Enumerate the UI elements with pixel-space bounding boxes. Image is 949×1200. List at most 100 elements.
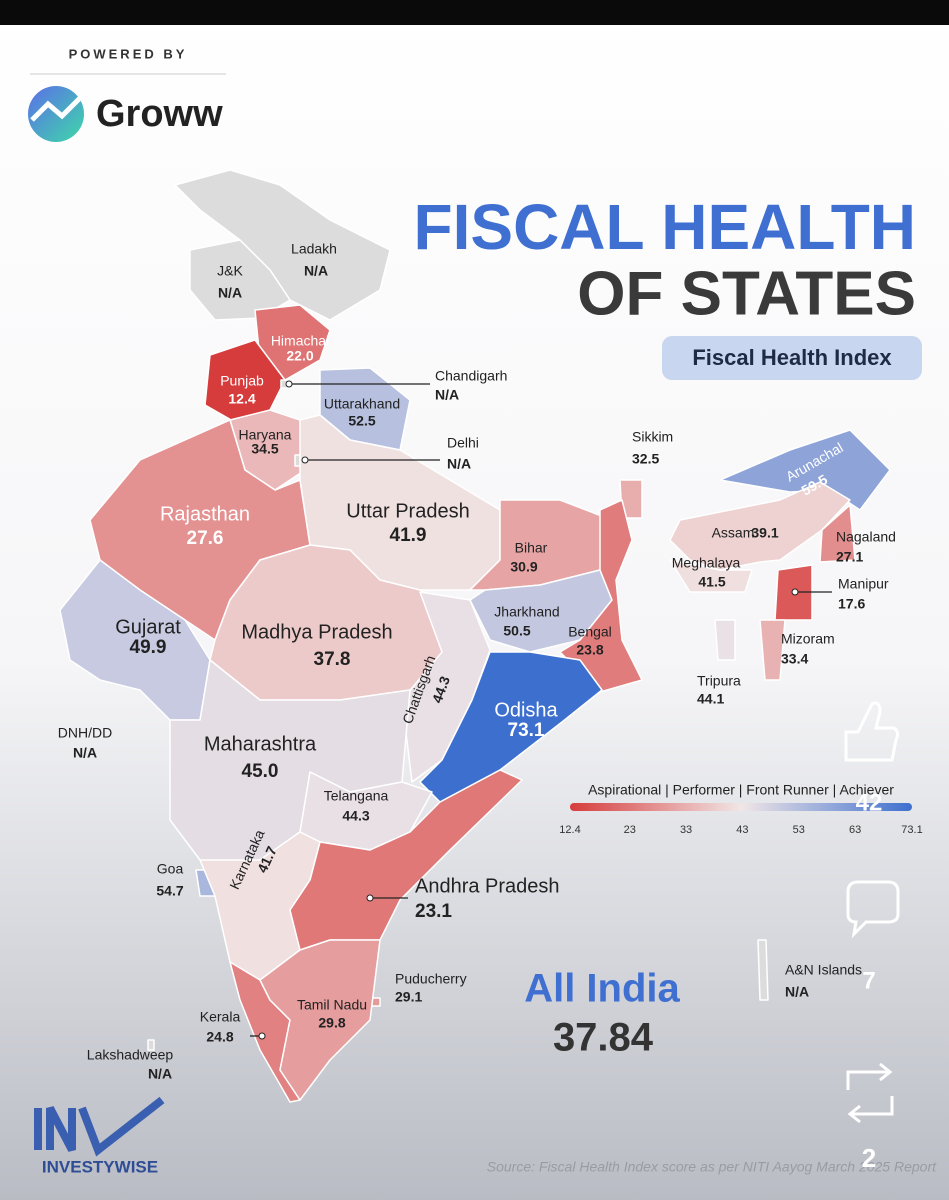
state-name: Mizoram [781, 631, 835, 647]
state-name: Chandigarh [435, 368, 507, 384]
state-name: Haryana [239, 427, 292, 443]
state-value: N/A [785, 984, 809, 1000]
subtitle: Fiscal Health Index [692, 345, 892, 370]
legend: Aspirational | Performer | Front Runner … [559, 782, 922, 836]
state-name: Maharashtra [204, 733, 317, 755]
state-value: N/A [218, 285, 242, 301]
leader-dot [258, 1032, 266, 1040]
state-name: Assam [712, 525, 755, 541]
state-value: 23.8 [576, 642, 603, 658]
leader-dot [301, 456, 309, 464]
leader-dot [791, 588, 799, 596]
state-name: Delhi [447, 435, 479, 451]
state-value: 30.9 [510, 559, 537, 575]
legend-tick-label: 23 [624, 824, 636, 836]
title-line-1: FISCAL HEALTH [414, 191, 917, 263]
comment-count[interactable]: 7 [862, 967, 875, 994]
state-name: Bengal [568, 624, 612, 640]
leader-dot [285, 380, 293, 388]
state-value: 45.0 [242, 761, 279, 782]
state-value: 44.1 [697, 691, 724, 707]
map [59, 169, 891, 1103]
state-name: Punjab [220, 373, 264, 389]
state-value: 17.6 [838, 596, 865, 612]
state-value: 27.1 [836, 549, 863, 565]
state-name: Gujarat [115, 616, 181, 638]
legend-label: Aspirational | Performer | Front Runner … [588, 782, 894, 798]
state-value: 54.7 [156, 883, 183, 899]
status-bar [0, 0, 949, 25]
state-value: 73.1 [508, 720, 545, 741]
like-button[interactable]: 42 [844, 701, 900, 816]
state-shape [714, 619, 736, 661]
comment-icon[interactable] [846, 880, 900, 939]
state-name: Uttarakhand [324, 396, 400, 412]
legend-tick-label: 12.4 [559, 824, 580, 836]
brand-logo-mark [30, 96, 82, 122]
state-value: 49.9 [130, 637, 167, 658]
powered-by: POWERED BY [69, 46, 188, 61]
like-icon[interactable] [844, 701, 900, 762]
comment-button[interactable]: 7 [846, 880, 900, 994]
repost-icon[interactable] [846, 1062, 894, 1124]
state-name: Manipur [838, 576, 889, 592]
state-name: Goa [157, 861, 184, 877]
state-value: 41.9 [390, 525, 427, 546]
footer-logo [34, 1096, 165, 1157]
legend-tick-label: 53 [793, 824, 805, 836]
state-shape [719, 429, 891, 511]
state-value: 33.4 [781, 651, 808, 667]
state-name: Jharkhand [494, 604, 559, 620]
state-value: 50.5 [503, 623, 530, 639]
state-value: 24.8 [206, 1029, 233, 1045]
legend-scale [570, 803, 912, 811]
state-value: 52.5 [348, 413, 375, 429]
like-count[interactable]: 42 [856, 789, 883, 816]
repost-button[interactable]: 2 [846, 1062, 894, 1173]
state-name: Ladakh [291, 241, 337, 257]
state-value: 32.5 [632, 451, 659, 467]
state-name: Rajasthan [160, 503, 250, 525]
state-shape [669, 481, 851, 571]
state-shape [559, 499, 643, 693]
state-shape [147, 1039, 155, 1051]
state-value: N/A [304, 263, 328, 279]
state-value: 22.0 [286, 348, 313, 364]
repost-count[interactable]: 2 [862, 1143, 876, 1173]
legend-tick-label: 63 [849, 824, 861, 836]
state-shape [259, 939, 381, 1101]
state-name: Tamil Nadu [297, 997, 367, 1013]
state-name: Odisha [494, 699, 558, 721]
state-value: 39.1 [751, 525, 778, 541]
state-value: N/A [148, 1066, 172, 1082]
state-name: Nagaland [836, 529, 896, 545]
state-name: J&K [217, 263, 243, 279]
state-shape [819, 504, 856, 563]
title-line-2: OF STATES [577, 259, 916, 328]
state-value: 37.8 [314, 649, 351, 670]
state-value: N/A [447, 456, 471, 472]
state-value: 12.4 [228, 391, 255, 407]
state-shape [174, 169, 391, 321]
state-value: 44.3 [342, 808, 369, 824]
state-value: 23.1 [415, 901, 452, 922]
state-name: Meghalaya [672, 555, 741, 571]
state-value: 41.5 [698, 574, 725, 590]
state-name: Lakshadweep [87, 1047, 174, 1063]
state-name: Tripura [697, 673, 741, 689]
brand-name: Groww [96, 93, 223, 135]
state-name: Kerala [200, 1009, 241, 1025]
legend-tick-label: 33 [680, 824, 692, 836]
state-name: Telangana [324, 788, 389, 804]
state-value: N/A [73, 745, 97, 761]
state-value: 29.8 [318, 1015, 345, 1031]
state-shape [759, 619, 786, 681]
state-shape [757, 939, 769, 1001]
state-name: Andhra Pradesh [415, 875, 560, 897]
state-value: 29.1 [395, 989, 422, 1005]
state-name: DNH/DD [58, 725, 112, 741]
state-shape [669, 559, 753, 593]
state-value: 34.5 [251, 441, 278, 457]
state-value: 27.6 [187, 528, 224, 549]
